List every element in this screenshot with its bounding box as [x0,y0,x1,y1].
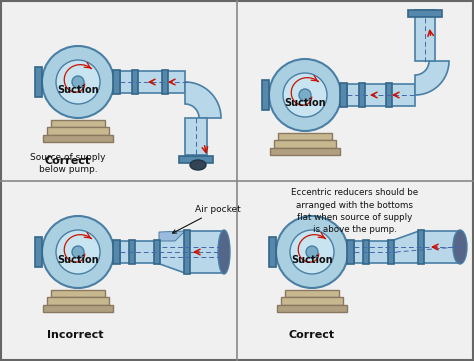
Polygon shape [159,231,185,241]
Bar [363,240,369,264]
Bar [113,240,120,264]
Text: Suction: Suction [57,255,99,265]
Bar [179,156,213,162]
Ellipse shape [453,230,467,264]
Bar [270,237,276,267]
Circle shape [276,216,348,288]
Bar [113,70,120,94]
Bar [388,240,394,264]
Bar [47,297,109,305]
Bar [419,231,458,263]
Bar [185,118,207,155]
Text: Incorrect: Incorrect [47,330,103,340]
Bar [120,241,155,263]
Bar [129,240,135,264]
Bar [359,83,365,107]
Bar [408,9,442,17]
Bar [277,305,347,312]
Text: Suction: Suction [291,255,333,265]
Bar [270,148,340,155]
Text: Correct: Correct [45,156,91,166]
Polygon shape [415,61,449,95]
Bar [51,290,105,297]
Circle shape [56,230,100,274]
Bar [43,135,113,142]
Text: Suction: Suction [284,98,326,108]
Bar [132,70,138,94]
Bar [386,83,392,107]
Bar [162,70,168,94]
Bar [340,83,347,107]
Bar [47,127,109,135]
Bar [285,290,339,297]
Circle shape [72,76,84,88]
Text: Suction: Suction [57,85,99,95]
Bar [36,237,43,267]
Bar [354,241,389,263]
Bar [120,71,185,93]
Bar [278,133,332,140]
Bar [154,240,160,264]
Bar [36,67,43,97]
Circle shape [283,73,327,117]
Circle shape [306,246,318,258]
Circle shape [56,60,100,104]
Bar [184,230,190,274]
Bar [347,84,415,106]
Bar [43,305,113,312]
Bar [418,230,424,264]
Ellipse shape [218,230,230,274]
Text: Eccentric reducers should be
arranged with the bottoms
flat when source of suppl: Eccentric reducers should be arranged wi… [292,188,419,235]
Polygon shape [391,231,419,263]
Bar [274,140,336,148]
Polygon shape [157,231,185,273]
Bar [347,240,355,264]
Circle shape [42,46,114,118]
Bar [281,297,343,305]
Circle shape [299,89,311,101]
Bar [185,231,222,273]
Bar [263,80,270,110]
Bar [415,10,435,61]
Polygon shape [185,82,221,118]
Circle shape [72,246,84,258]
Text: Air pocket: Air pocket [173,205,241,233]
Circle shape [269,59,341,131]
Circle shape [290,230,334,274]
Text: Source of supply
below pump.: Source of supply below pump. [30,153,106,174]
Circle shape [42,216,114,288]
Ellipse shape [190,160,206,170]
Text: Correct: Correct [289,330,335,340]
Bar [51,120,105,127]
